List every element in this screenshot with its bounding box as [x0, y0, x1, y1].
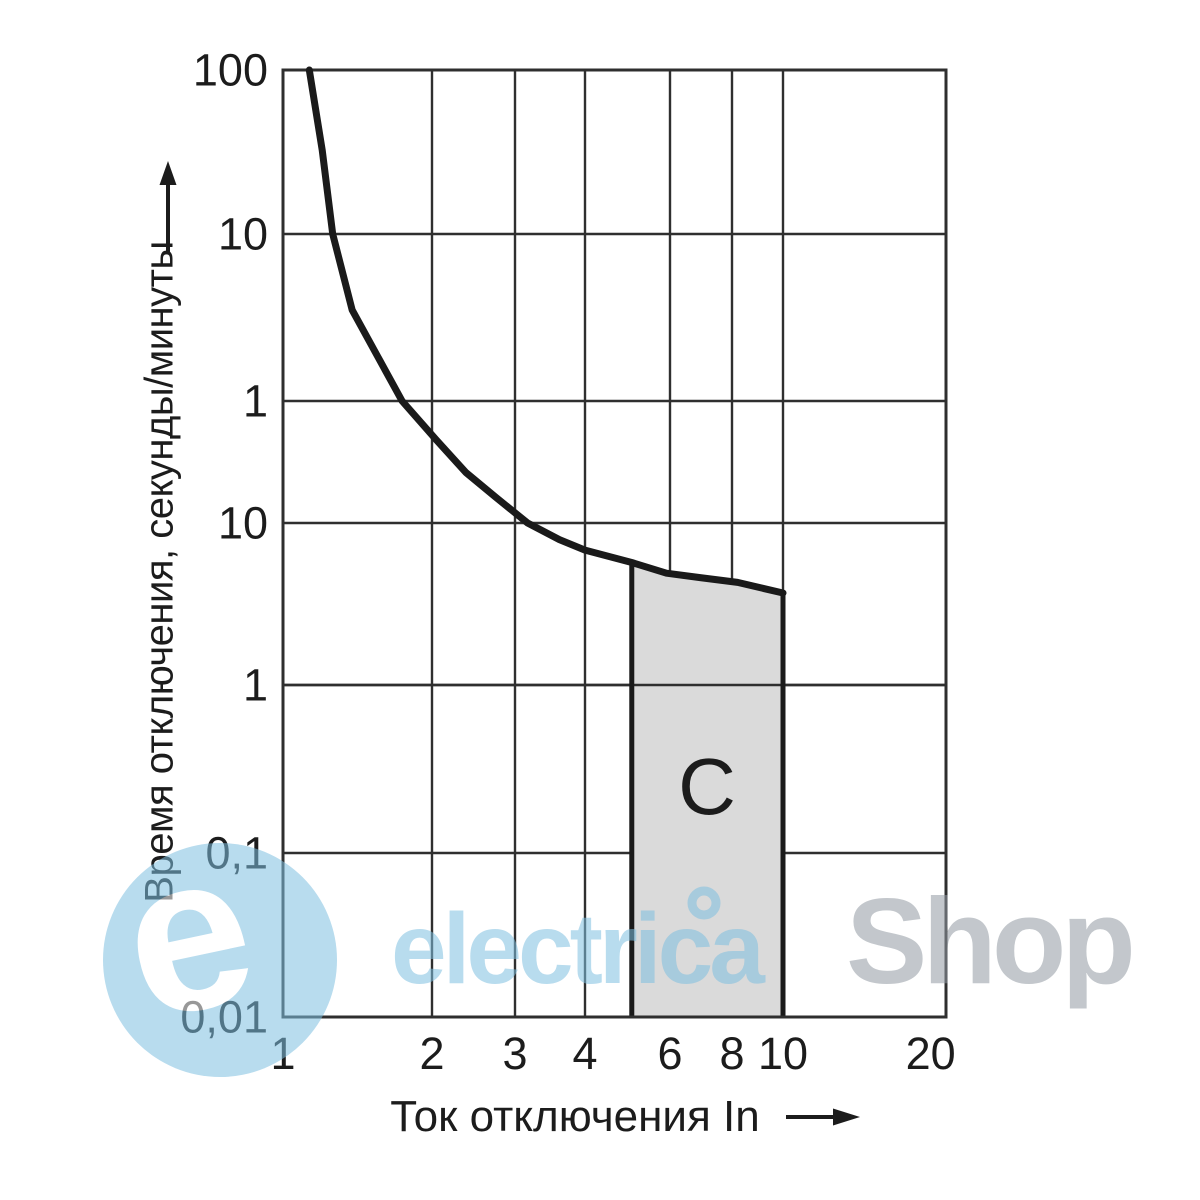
y-tick-label: 1 — [242, 659, 268, 711]
x-tick-label: 8 — [719, 1028, 745, 1079]
x-tick-label: 2 — [419, 1028, 445, 1079]
plot-frame — [281, 68, 948, 1019]
y-axis-arrow-up-icon — [159, 161, 177, 252]
y-tick-label: 100 — [192, 44, 268, 96]
x-tick-label: 3 — [502, 1028, 528, 1079]
trip-zone-fill — [631, 562, 783, 1016]
trip-zone-label: C — [678, 742, 736, 831]
plot-border — [281, 68, 948, 1019]
trip-zone-region — [283, 560, 946, 1016]
trip-curve-line — [305, 66, 787, 597]
y-tick-label: 0,01 — [180, 991, 268, 1043]
trip-curve-path — [305, 66, 787, 597]
y-tick-label: 10 — [217, 497, 268, 549]
y-tick-label: 0,1 — [205, 827, 268, 879]
x-axis-title: Ток отключения In — [390, 1092, 760, 1141]
x-tick-label: 4 — [572, 1028, 598, 1079]
y-axis-title: Время отключения, секунды/минуты — [137, 241, 182, 903]
x-tick-label: 6 — [657, 1028, 683, 1079]
x-axis-arrow-right-icon — [786, 1108, 860, 1126]
y-tick-label: 1 — [242, 375, 268, 427]
x-tick-label: 20 — [905, 1028, 956, 1079]
x-tick-label: 10 — [757, 1028, 809, 1079]
y-tick-label: 10 — [217, 208, 268, 260]
x-tick-label: 1 — [270, 1028, 296, 1079]
